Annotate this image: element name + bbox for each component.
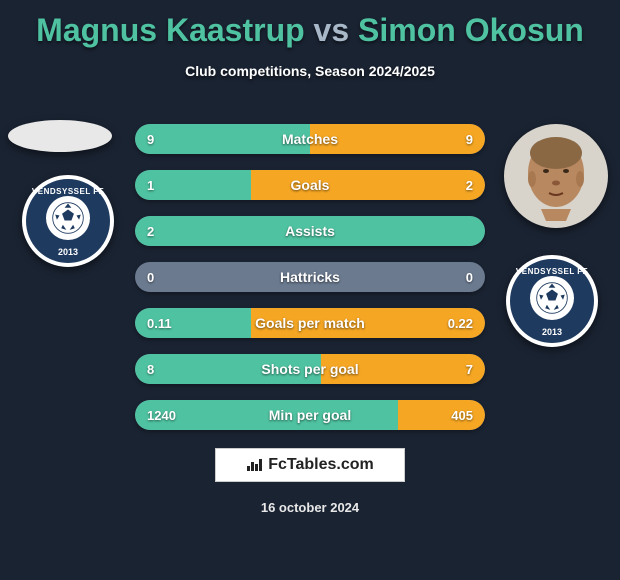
stat-value-player2: 0.22: [448, 316, 473, 331]
club-badge-ball: [46, 196, 90, 240]
stat-value-player2: 0: [466, 270, 473, 285]
stat-value-player1: 1: [147, 178, 154, 193]
fctables-logo: FcTables.com: [215, 448, 405, 482]
stat-value-player1: 9: [147, 132, 154, 147]
player2-name: Simon Okosun: [358, 12, 584, 48]
stat-label: Assists: [135, 223, 485, 239]
stat-label: Shots per goal: [135, 361, 485, 377]
chart-icon: [246, 456, 262, 475]
player1-club-badge: VENDSYSSEL FF 2013: [22, 175, 114, 267]
stat-value-player1: 8: [147, 362, 154, 377]
club-badge-ball: [530, 276, 574, 320]
comparison-title: Magnus Kaastrup vs Simon Okosun: [0, 0, 620, 49]
stat-value-player1: 0.11: [147, 316, 172, 331]
player2-avatar: [504, 124, 608, 228]
stat-row: 8Shots per goal7: [135, 354, 485, 384]
stat-value-player2: 2: [466, 178, 473, 193]
stat-label: Min per goal: [135, 407, 485, 423]
snapshot-date: 16 october 2024: [0, 500, 620, 515]
club-badge-name: VENDSYSSEL FF: [516, 267, 588, 276]
player1-name: Magnus Kaastrup: [36, 12, 304, 48]
stat-value-player2: 405: [451, 408, 473, 423]
soccer-ball-icon: [51, 201, 85, 235]
stat-row: 1Goals2: [135, 170, 485, 200]
vs-separator: vs: [314, 12, 350, 48]
stat-row: 1240Min per goal405: [135, 400, 485, 430]
stat-label: Goals per match: [135, 315, 485, 331]
stat-label: Matches: [135, 131, 485, 147]
stat-label: Hattricks: [135, 269, 485, 285]
club-badge-year: 2013: [58, 247, 78, 257]
stat-value-player2: 9: [466, 132, 473, 147]
stat-value-player1: 1240: [147, 408, 176, 423]
stat-row: 9Matches9: [135, 124, 485, 154]
stat-label: Goals: [135, 177, 485, 193]
fctables-logo-text: FcTables.com: [268, 456, 374, 474]
stat-value-player2: 7: [466, 362, 473, 377]
player1-avatar: [8, 120, 112, 152]
stat-row: 0.11Goals per match0.22: [135, 308, 485, 338]
stat-row: 0Hattricks0: [135, 262, 485, 292]
stats-comparison-table: 9Matches91Goals22Assists0Hattricks00.11G…: [135, 124, 485, 446]
player2-face-icon: [516, 131, 596, 221]
club-badge-year: 2013: [542, 327, 562, 337]
soccer-ball-icon: [535, 281, 569, 315]
stat-row: 2Assists: [135, 216, 485, 246]
stat-value-player1: 0: [147, 270, 154, 285]
club-badge-name: VENDSYSSEL FF: [32, 187, 104, 196]
stat-value-player1: 2: [147, 224, 154, 239]
player2-club-badge: VENDSYSSEL FF 2013: [506, 255, 598, 347]
competition-subtitle: Club competitions, Season 2024/2025: [0, 63, 620, 79]
